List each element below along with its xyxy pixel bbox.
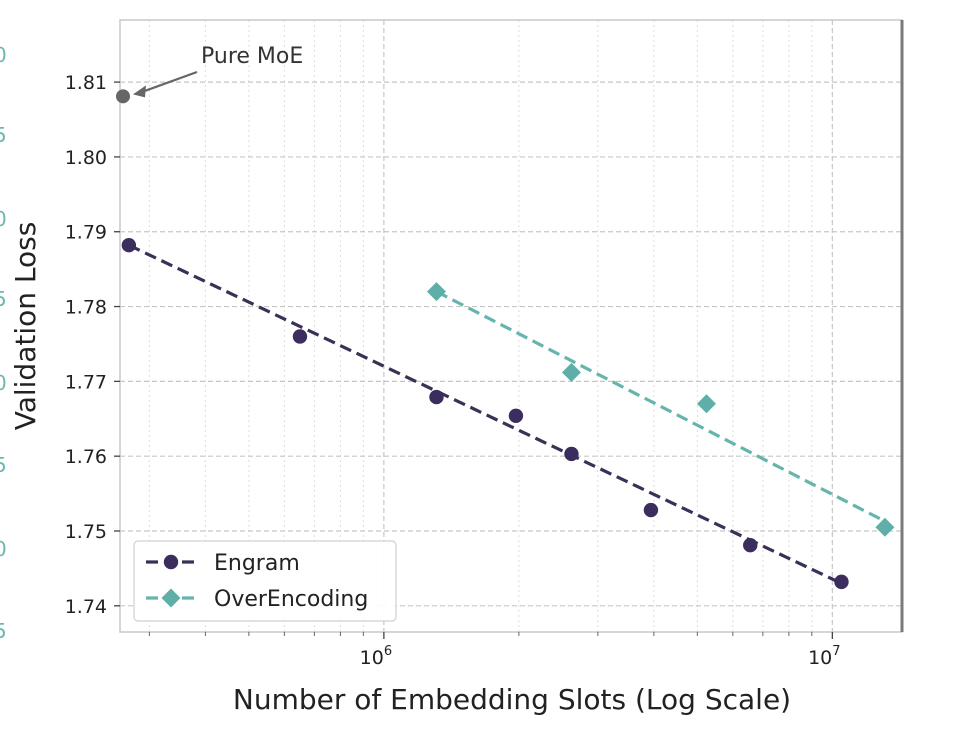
marker-engram [643,502,659,518]
marker-engram [121,237,137,253]
legend-label-overencoding: OverEncoding [214,587,368,612]
svg-text:5: 5 [0,123,7,147]
annotation-arrow-line [140,70,198,94]
y-tick-label: 1.81 [65,72,107,94]
marker-engram [508,408,524,423]
marker-overencoding [426,282,446,302]
y-tick-label: 1.75 [65,521,107,543]
major-grid [120,20,902,632]
y-tick-label: 1.76 [65,446,107,468]
legend: Engram OverEncoding [133,540,397,622]
baseline-group: Pure MoE [116,44,303,104]
marker-overencoding [561,362,581,382]
annotation-label-pure-moe: Pure MoE [201,44,303,69]
y-tick-label: 1.78 [65,297,107,319]
svg-text:5: 5 [0,619,7,643]
y-tick-label: 1.79 [65,222,107,244]
legend-marker-engram [163,554,179,570]
svg-text:0: 0 [0,371,7,395]
x-tick-label: 106 [360,644,392,669]
marker-engram [834,574,849,590]
plot-frame [119,19,903,633]
data-markers [121,237,895,590]
svg-text:0: 0 [0,43,7,67]
baseline-marker-pure-moe [116,89,130,104]
annotation-arrow-head [133,85,146,98]
y-tick-label: 1.77 [65,371,107,393]
svg-text:0: 0 [0,537,7,561]
svg-text:5: 5 [0,453,7,477]
fit-line-engram [128,243,843,585]
legend-label-engram: Engram [214,551,300,576]
x-tick-label: 107 [808,644,840,669]
fit-line-overencoding [435,290,886,523]
legend-box [133,540,397,622]
fit-lines [128,243,886,585]
y-axis-label: Validation Loss [9,222,42,431]
minor-grid [148,20,813,632]
marker-engram [743,538,758,553]
marker-engram [429,389,444,405]
x-axis-label: Number of Embedding Slots (Log Scale) [233,683,791,716]
marker-engram [564,446,579,462]
svg-text:0: 0 [0,207,7,231]
marker-engram [292,329,308,344]
left-edge-twin-axis-glyphs: 0 5 0 5 0 5 0 5 [0,43,7,643]
y-tick-label: 1.74 [65,596,107,618]
marker-overencoding [696,394,716,414]
marker-overencoding [875,517,895,537]
legend-marker-overencoding [161,588,181,608]
y-tick-label: 1.80 [65,147,107,169]
svg-text:5: 5 [0,287,7,311]
axis-ticks: 106 107 1.74 1.75 1.76 1.77 1.78 1.79 1.80 1.81 [65,72,841,669]
